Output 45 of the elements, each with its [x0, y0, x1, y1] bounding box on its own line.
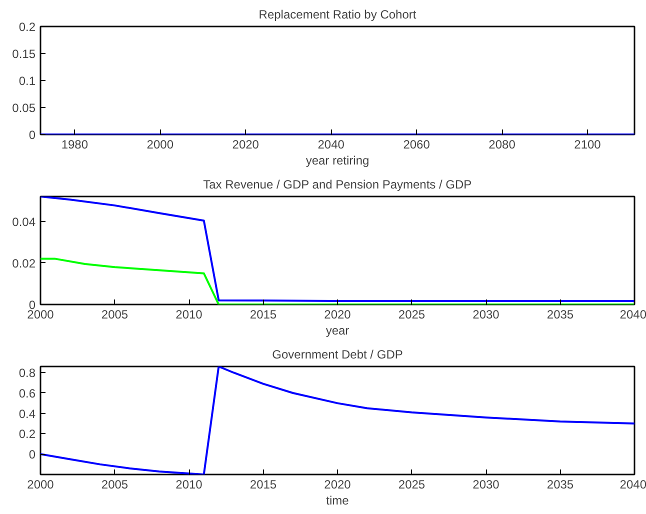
y-tick-label: 0.6: [18, 386, 36, 400]
x-tick-label: 2025: [398, 308, 426, 322]
x-tick-label: 2080: [488, 138, 516, 152]
y-tick-label: 0.2: [18, 20, 36, 34]
line-series: [40, 366, 634, 474]
y-tick-label: 0.1: [18, 74, 36, 88]
x-tick-label: 2020: [232, 138, 260, 152]
x-tick-label: 1980: [61, 138, 88, 152]
y-tick-label: 0: [28, 448, 36, 462]
chart-title: Replacement Ratio by Cohort: [258, 8, 417, 22]
y-tick-label: 0.05: [12, 101, 36, 115]
x-tick-label: 2000: [146, 138, 174, 152]
x-tick-label: 2000: [27, 308, 54, 322]
x-tick-label: 2100: [574, 138, 602, 152]
x-tick-label: 2040: [620, 308, 646, 322]
line-series: [40, 196, 634, 302]
x-tick-label: 2030: [472, 478, 500, 492]
x-tick-label: 2020: [324, 308, 352, 322]
y-tick-label: 0.02: [12, 256, 36, 270]
x-tick-label: 2020: [324, 478, 352, 492]
y-tick-label: 0.8: [18, 366, 36, 380]
x-tick-label: 2040: [318, 138, 345, 152]
x-tick-label: 2060: [403, 138, 430, 152]
x-tick-label: 2025: [398, 478, 426, 492]
y-tick-label: 0: [28, 128, 36, 142]
x-tick-label: 2010: [176, 478, 203, 492]
x-tick-label: 2015: [250, 308, 277, 322]
x-tick-label: 2030: [472, 308, 500, 322]
y-tick-label: 0.04: [12, 214, 36, 229]
x-tick-label: 2035: [546, 308, 574, 322]
x-tick-label: 2035: [546, 478, 574, 492]
x-tick-label: 2015: [250, 478, 277, 492]
x-tick-label: 2040: [620, 478, 646, 492]
chart-title: Government Debt / GDP: [272, 348, 403, 362]
x-axis-title: year: [326, 324, 350, 338]
y-tick-label: 0.2: [18, 427, 36, 442]
chart-title: Tax Revenue / GDP and Pension Payments / GDP: [203, 178, 472, 192]
x-tick-label: 2010: [176, 308, 203, 322]
x-axis-title: time: [326, 494, 350, 508]
y-tick-label: 0.4: [18, 406, 36, 421]
x-tick-label: 2005: [101, 478, 128, 492]
y-tick-label: 0.15: [12, 47, 36, 61]
x-tick-label: 2000: [27, 478, 54, 492]
x-tick-label: 2005: [101, 308, 128, 322]
x-axis-title: year retiring: [306, 154, 370, 168]
